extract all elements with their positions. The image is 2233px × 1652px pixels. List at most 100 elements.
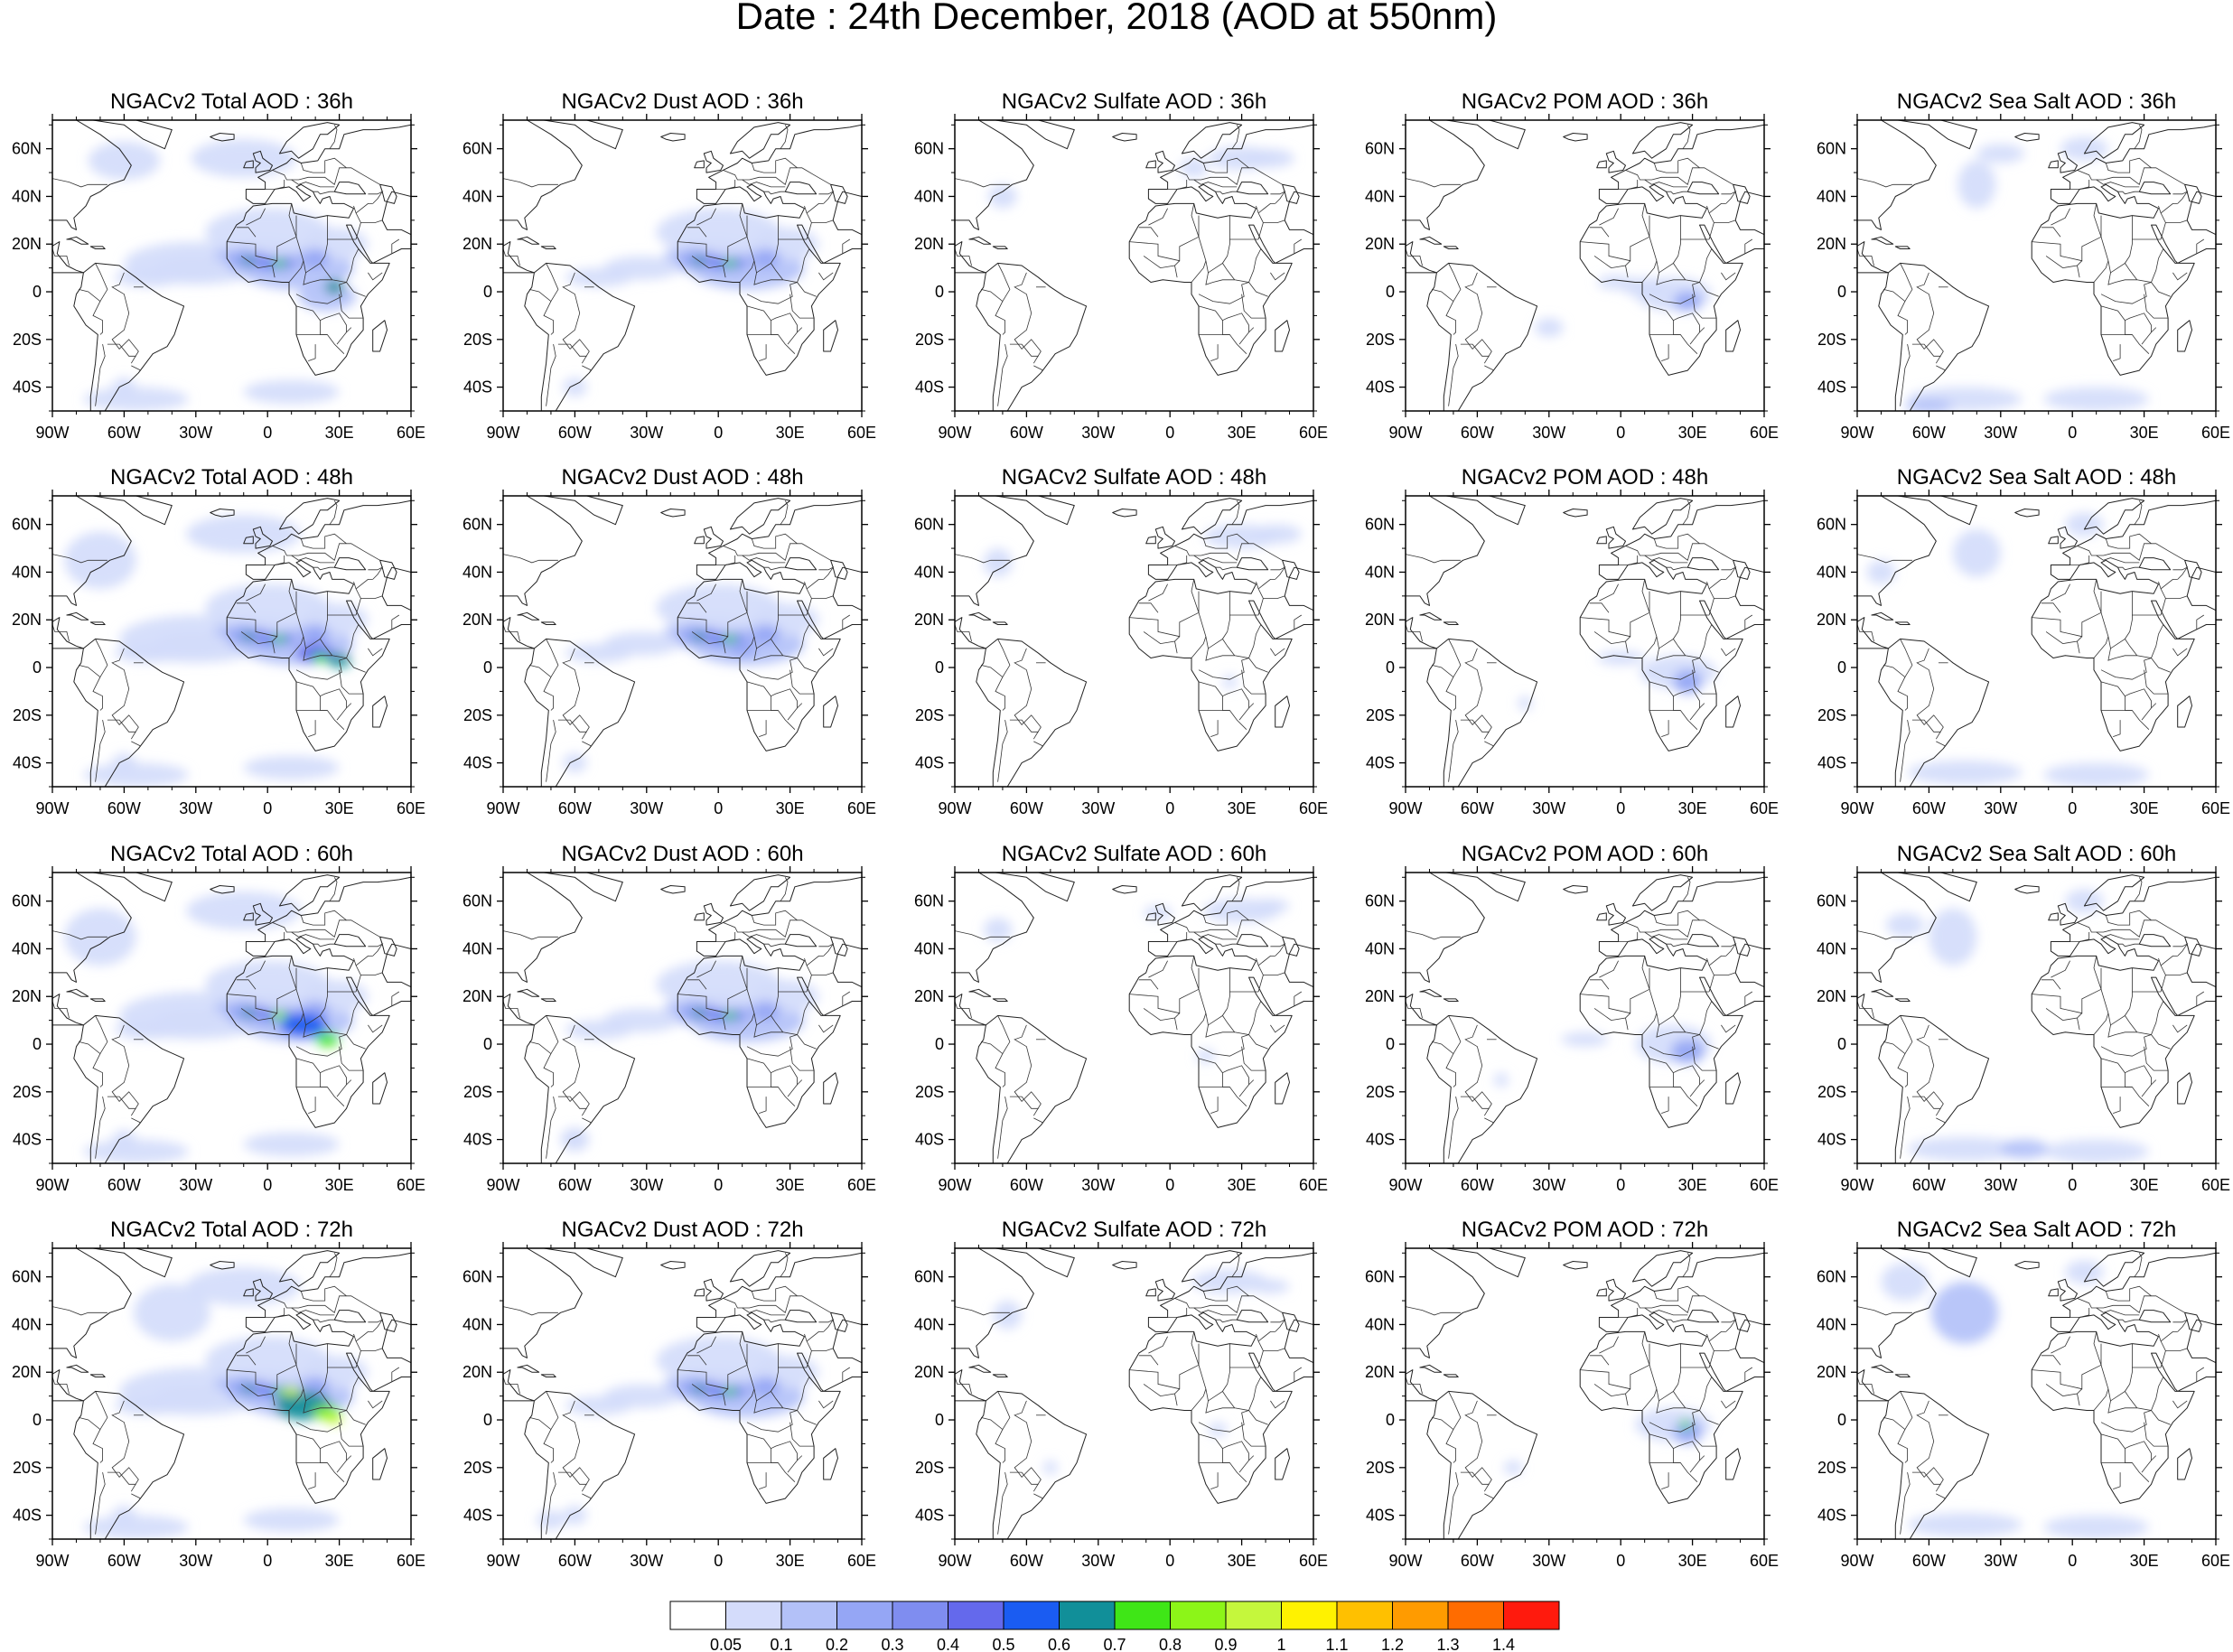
border (1656, 1400, 1686, 1414)
axis-ticks: 90W 60W 30W 0 30E 60E 60N 40N 20N 0 20S 40S (914, 114, 1328, 442)
border (1916, 272, 1944, 364)
border (955, 248, 972, 266)
coastline (694, 160, 705, 169)
coastline (89, 621, 106, 625)
border (1857, 1377, 1874, 1395)
coastline (660, 885, 686, 894)
border (1406, 1377, 1423, 1395)
coastline (729, 122, 791, 159)
colorbar-label: 0.8 (1159, 1636, 1182, 1652)
border (747, 1087, 796, 1106)
lat-tick-label: 20S (1817, 1459, 1846, 1477)
colorbar-box (1225, 1601, 1282, 1630)
border (1593, 1008, 1631, 1022)
map-frame (954, 1247, 1314, 1540)
border (1257, 956, 1275, 966)
inland-sea (1686, 182, 1720, 195)
lat-tick-label: 40S (915, 378, 944, 397)
lat-tick-label: 40S (915, 754, 944, 772)
border (295, 1410, 347, 1433)
lat-tick-label: 20S (463, 1083, 492, 1101)
border (1210, 720, 1219, 737)
lon-tick-label: 0 (714, 799, 723, 817)
border (691, 631, 729, 645)
lat-tick-label: 20N (1365, 611, 1395, 629)
lon-tick-label: 0 (1616, 799, 1625, 817)
border (1625, 922, 1667, 933)
lon-tick-label: 30E (2130, 424, 2159, 442)
border (1257, 579, 1275, 590)
border (246, 960, 266, 978)
map-panel-dust-48h: NGACv2 Dust AOD : 48h 90W 60W 30W 0 30E 60E 60N… (462, 465, 876, 817)
border (355, 222, 361, 240)
coastline (66, 611, 89, 621)
border (797, 658, 817, 673)
map-frame (51, 495, 412, 788)
border (2151, 282, 2171, 297)
aod-contour (262, 262, 273, 269)
border (1484, 741, 1495, 747)
coastline (2057, 526, 2078, 549)
colorbar-box (1059, 1601, 1116, 1630)
lon-tick-label: 60E (1750, 424, 1779, 442)
border (313, 191, 335, 195)
border (2051, 960, 2070, 978)
border (346, 1034, 366, 1050)
coastline (1596, 536, 1607, 545)
coastline (992, 621, 1008, 625)
border (2125, 1441, 2152, 1473)
border (2093, 956, 2102, 990)
coastline (1419, 236, 1443, 245)
border (806, 1350, 812, 1368)
border (303, 272, 332, 285)
border (2117, 566, 2140, 571)
axis-ticks: 90W 60W 30W 0 30E 60E 60N 40N 20N 0 20S 40S (12, 1242, 425, 1570)
lat-tick-label: 0 (935, 283, 944, 301)
colorbar-label: 1.4 (1492, 1636, 1515, 1652)
country-borders (52, 1253, 400, 1535)
border (131, 1117, 142, 1124)
coastline (1275, 320, 1290, 352)
lon-tick-label: 30W (1532, 799, 1565, 817)
border (1721, 1400, 1736, 1409)
border (1589, 227, 1610, 238)
border (1270, 566, 1286, 580)
border (1191, 1331, 1200, 1366)
lon-tick-label: 30E (776, 1176, 805, 1194)
inland-sea (2138, 934, 2172, 947)
border (997, 263, 1011, 302)
aod-field (1866, 512, 2149, 787)
coastline (226, 876, 411, 1128)
coastline (89, 1374, 106, 1377)
border (753, 272, 783, 285)
aod-contour (1208, 1422, 1228, 1437)
aod-contour (1561, 1031, 1609, 1047)
border (1143, 631, 1181, 645)
coastline (1871, 611, 1894, 621)
lon-tick-label: 30W (1984, 424, 2017, 442)
lat-tick-label: 20S (1817, 1083, 1846, 1101)
border (2160, 975, 2166, 993)
lat-tick-label: 40S (463, 378, 492, 397)
border (1708, 598, 1714, 616)
coastline (243, 536, 254, 545)
border (747, 710, 796, 730)
coastline (823, 1072, 838, 1105)
border (503, 554, 558, 564)
border (1649, 658, 1700, 680)
coastline (1579, 1252, 1764, 1504)
lat-tick-label: 60N (12, 1268, 42, 1286)
border (368, 1400, 383, 1409)
border (240, 256, 278, 269)
border (2100, 1410, 2152, 1433)
border (1699, 658, 1719, 673)
border (368, 566, 384, 580)
border (1721, 272, 1736, 281)
coastline (995, 120, 1075, 150)
aod-contour (563, 1506, 587, 1526)
coastline (226, 1252, 411, 1504)
lat-tick-label: 40S (1366, 754, 1395, 772)
coastline (517, 236, 540, 245)
border (2100, 282, 2152, 304)
coastline (1563, 509, 1588, 518)
